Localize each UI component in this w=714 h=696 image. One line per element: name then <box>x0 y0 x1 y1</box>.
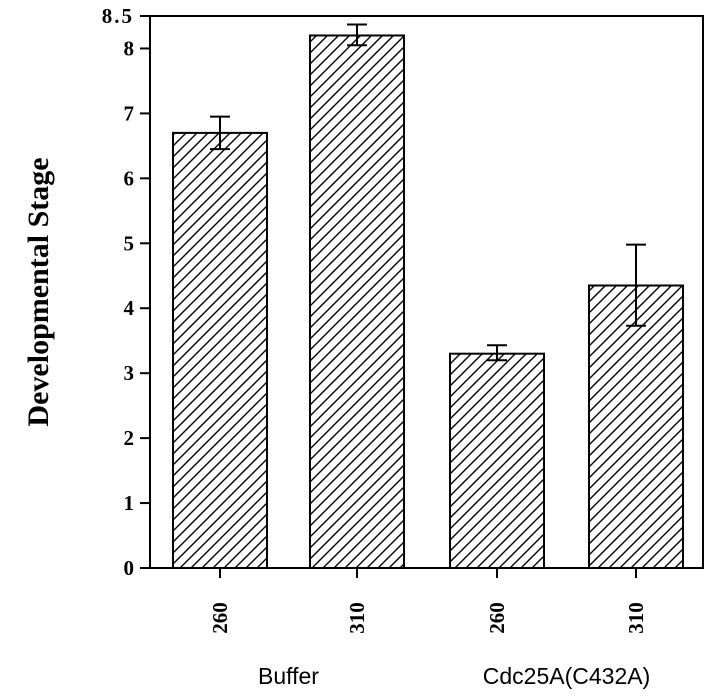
y-tick-label: 8 <box>124 36 135 60</box>
plot-frame <box>149 15 704 569</box>
y-tick-label: 7 <box>124 101 135 125</box>
y-tick-label: 1 <box>124 491 135 515</box>
x-tick-label: 310 <box>624 602 648 634</box>
y-tick-label: 0 <box>124 556 135 580</box>
y-tick-label: 4 <box>124 296 135 320</box>
bar <box>172 131 268 570</box>
bar <box>588 284 684 569</box>
y-axis-label: Developmental Stage <box>22 157 55 426</box>
group-label: Buffer <box>258 663 319 689</box>
y-tick-label: 5 <box>124 231 135 255</box>
bar <box>309 34 405 569</box>
y-tick-label: 6 <box>124 166 135 190</box>
bar <box>449 352 545 569</box>
x-tick-label: 310 <box>345 602 369 634</box>
y-tick-label: 2 <box>124 426 135 450</box>
x-tick-label: 260 <box>485 602 509 634</box>
y-tick-label: 8.5 <box>102 4 134 28</box>
y-tick-label: 3 <box>124 361 135 385</box>
group-label: Cdc25A(C432A) <box>483 663 650 689</box>
x-tick-label: 260 <box>208 602 232 634</box>
